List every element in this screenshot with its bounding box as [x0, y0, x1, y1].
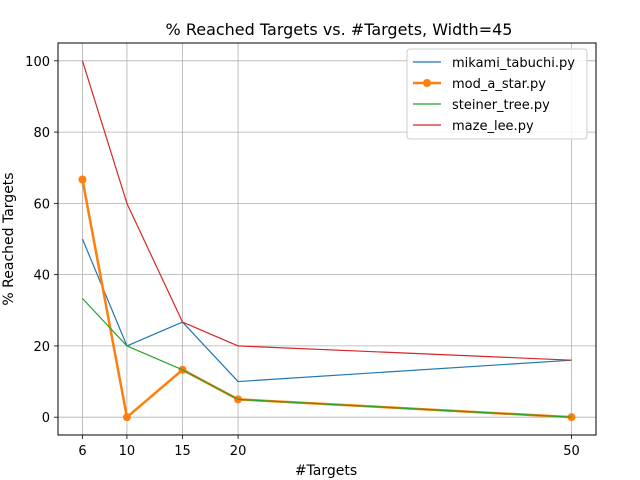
chart-title: % Reached Targets vs. #Targets, Width=45 [166, 20, 513, 39]
x-tick-label: 10 [119, 444, 136, 459]
series-line-maze-lee-py [81, 60, 572, 361]
series-group [78, 60, 576, 422]
legend-marker [423, 79, 431, 87]
y-tick-label: 40 [33, 269, 50, 284]
y-axis-label: % Reached Targets [1, 172, 17, 305]
legend-label: steiner_tree.py [452, 98, 550, 113]
x-tick-label: 50 [563, 444, 580, 459]
legend-label: mod_a_star.py [452, 77, 546, 92]
y-tick-label: 60 [33, 197, 50, 212]
legend-box [406, 48, 588, 140]
y-tick-label: 0 [42, 411, 50, 426]
ticks: 6 10 15 20 50 0 20 40 60 80 100 [25, 55, 580, 459]
legend-label: mikami_tabuchi.py [452, 56, 575, 71]
legend-label: maze_lee.py [452, 119, 534, 134]
data-point-mod-a-star-py [78, 175, 87, 184]
series-line-mod-a-star-py [81, 179, 572, 419]
legend: mikami_tabuchi.py mod_a_star.py steiner_tr… [406, 48, 588, 140]
x-tick-label: 6 [78, 444, 86, 459]
x-axis-label: #Targets [295, 463, 357, 479]
plot-frame [57, 42, 597, 436]
data-point-mod-a-star-py [122, 413, 131, 422]
y-tick-label: 20 [33, 340, 50, 355]
series-line-steiner-tree-py [82, 298, 572, 418]
x-tick-label: 20 [230, 444, 247, 459]
y-tick-label: 80 [33, 126, 50, 141]
y-tick-label: 100 [25, 55, 50, 70]
x-tick-label: 15 [174, 444, 191, 459]
series-line-mikami-tabuchi-py [81, 238, 572, 383]
